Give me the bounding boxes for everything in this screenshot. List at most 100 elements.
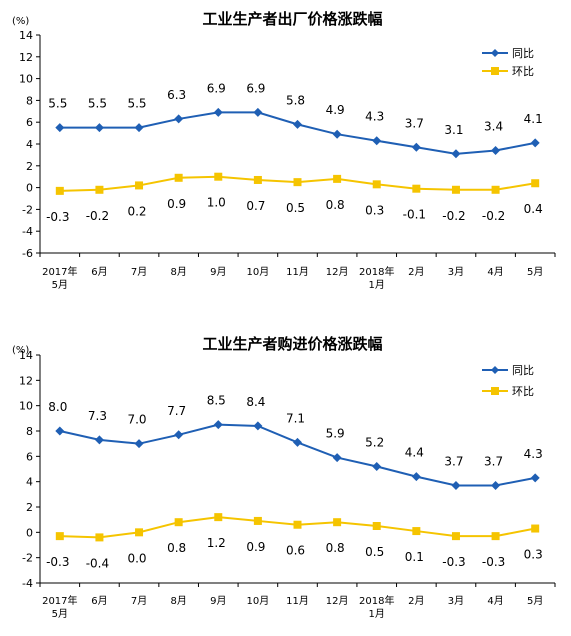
data-point [135, 181, 144, 190]
x-tick-label: 1月 [369, 279, 385, 291]
y-tick-label: 6 [26, 450, 33, 463]
data-point [530, 473, 540, 483]
data-point [411, 142, 421, 152]
data-point [491, 532, 500, 541]
legend-item-yoy: 同比 [482, 364, 534, 377]
data-label: 0.5 [365, 545, 384, 559]
data-label: -0.3 [442, 555, 465, 569]
series-mom: -0.3 -0.4 0.0 0.8 1.2 0.9 0.6 0.8 0.5 0.1 -0.3 -0.3… [46, 513, 543, 570]
legend-swatch-marker [491, 67, 499, 75]
data-point [372, 522, 381, 530]
x-tick-label: 10月 [247, 595, 270, 607]
data-point [55, 186, 64, 195]
x-tick-label: 7月 [131, 266, 147, 278]
data-label: 3.4 [484, 120, 503, 134]
data-point [293, 437, 302, 447]
data-point [214, 513, 223, 522]
series-line [59, 423, 536, 487]
data-label: 4.4 [405, 446, 424, 460]
data-point [531, 524, 540, 533]
data-point [293, 520, 302, 529]
legend-swatch-marker [491, 49, 499, 57]
x-tick-label: 8月 [170, 266, 186, 278]
data-point [372, 136, 382, 146]
x-tick-label: 9月 [210, 266, 226, 278]
data-label: -0.2 [86, 209, 109, 223]
data-label: 5.8 [286, 93, 305, 107]
data-label: -0.3 [46, 210, 69, 224]
data-label: -0.3 [46, 555, 69, 569]
data-label: 7.1 [286, 411, 305, 425]
series-mom: -0.3 -0.2 0.2 0.9 1.0 0.7 0.5 0.8 0.3 -0.1 -0.2 -0.… [46, 172, 543, 224]
y-tick-label: -2 [22, 203, 33, 216]
data-label: 0.8 [326, 198, 345, 212]
y-tick-label: -4 [22, 225, 33, 238]
x-tick-label: 5月 [527, 595, 543, 607]
data-label: 0.0 [127, 551, 146, 565]
data-label: 5.5 [48, 97, 67, 111]
y-tick-label: 14 [19, 29, 33, 42]
legend-item-yoy: 同比 [482, 47, 534, 60]
series-yoy: 8.0 7.3 7.0 7.7 8.5 8.4 7.1 5.9 5.2 4.4 3.7 3.7 4.3 [48, 394, 543, 490]
y-tick-label: 12 [19, 51, 33, 64]
x-tick-label: 5月 [52, 279, 68, 291]
data-label: 7.3 [88, 409, 107, 423]
data-point [134, 123, 144, 133]
x-tick-label: 8月 [170, 595, 186, 607]
data-label: 0.6 [286, 544, 305, 558]
data-label: 0.8 [326, 541, 345, 555]
data-label: 0.2 [127, 204, 146, 218]
data-point [55, 426, 65, 436]
y-tick-label: -6 [22, 247, 33, 260]
x-tick-label: 2017年 [42, 265, 77, 278]
y-tick-label: 2 [26, 160, 33, 173]
legend-swatch-marker [491, 387, 499, 395]
data-label: 0.7 [246, 199, 265, 213]
chart-1: 工业生产者出厂价格涨跌幅(%)-6-4-2024681012142017年5月6… [12, 10, 556, 291]
data-point [174, 430, 184, 440]
data-label: 5.5 [127, 97, 146, 111]
y-tick-label: 4 [26, 138, 33, 151]
data-label: 0.4 [524, 202, 543, 216]
data-point [530, 138, 540, 148]
data-point [411, 472, 421, 482]
data-label: 0.1 [405, 550, 424, 564]
x-tick-label: 1月 [369, 608, 385, 620]
data-label: 5.5 [88, 97, 107, 111]
data-label: 0.9 [167, 197, 186, 211]
x-tick-label: 6月 [91, 266, 107, 278]
y-tick-label: 0 [26, 526, 33, 539]
x-tick-label: 7月 [131, 595, 147, 607]
data-label: 1.2 [207, 536, 226, 550]
data-point [491, 146, 501, 156]
data-point [174, 518, 183, 527]
y-tick-label: -4 [22, 577, 33, 590]
x-tick-label: 3月 [448, 595, 464, 607]
legend-item-mom: 环比 [482, 385, 534, 398]
y-tick-label: 4 [26, 476, 33, 489]
data-label: -0.2 [482, 209, 505, 223]
data-point [253, 516, 262, 525]
legend-label: 同比 [512, 364, 534, 377]
x-tick-label: 6月 [91, 595, 107, 607]
y-tick-label: 10 [19, 400, 33, 413]
data-point [134, 439, 144, 449]
data-label: 3.7 [484, 454, 503, 468]
y-tick-label: 8 [26, 425, 33, 438]
data-label: 1.0 [207, 196, 226, 210]
data-point [332, 453, 342, 463]
data-point [94, 435, 104, 445]
data-label: 6.9 [246, 81, 265, 95]
data-label: 3.1 [444, 123, 463, 137]
x-tick-label: 2018年 [359, 594, 394, 607]
chart-title: 工业生产者出厂价格涨跌幅 [202, 10, 382, 28]
data-label: 5.2 [365, 435, 384, 449]
data-point [95, 185, 104, 194]
series-line [59, 111, 536, 155]
data-point [372, 461, 382, 471]
y-tick-label: 12 [19, 374, 33, 387]
x-tick-label: 12月 [326, 595, 349, 607]
legend-label: 同比 [512, 47, 534, 60]
